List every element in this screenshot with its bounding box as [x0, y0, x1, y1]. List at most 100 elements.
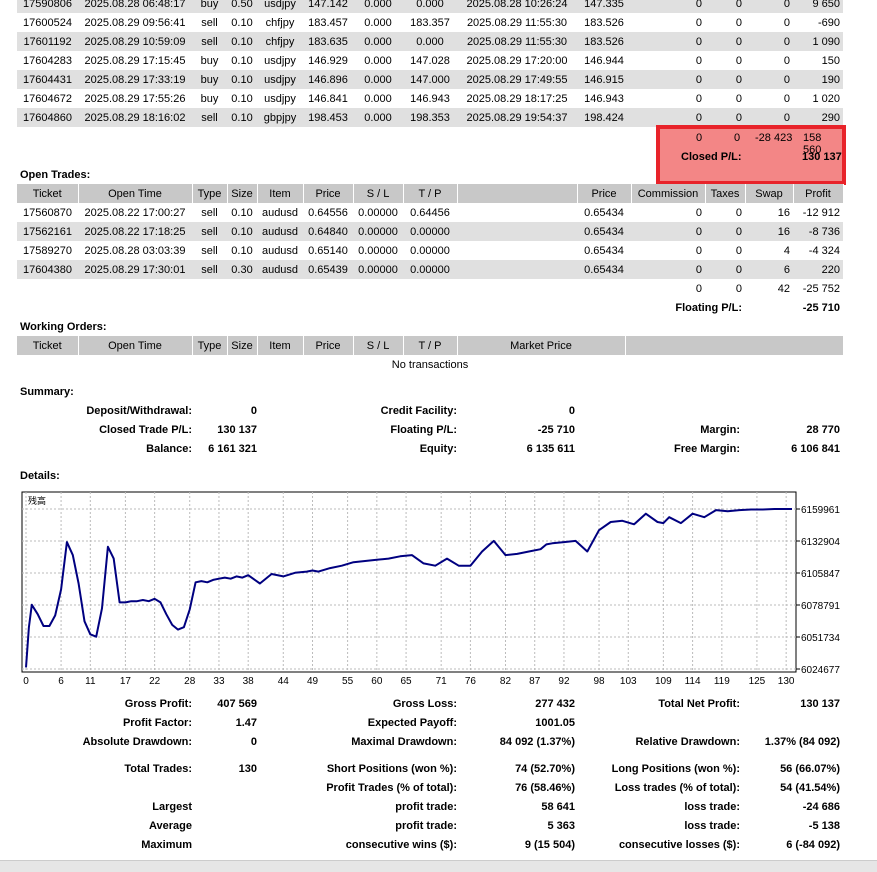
short-positions-label: Short Positions (won %):	[326, 762, 457, 775]
horizontal-scrollbar[interactable]	[0, 860, 877, 872]
cell-close-price: 146.944	[584, 54, 624, 67]
cell-swap: 16	[745, 222, 793, 241]
column-header[interactable]: Market Price	[457, 336, 626, 355]
cell-type: sell	[192, 260, 227, 279]
column-header[interactable]: Commission	[631, 184, 706, 203]
cell-close-price: 183.526	[577, 32, 631, 51]
cell-tp: 146.943	[410, 92, 450, 105]
equity-value: 6 135 611	[526, 442, 575, 455]
net-profit-label: Total Net Profit:	[658, 697, 740, 710]
column-header[interactable]: Ticket	[17, 336, 79, 355]
column-header[interactable]: Profit	[793, 184, 844, 203]
column-header[interactable]: Price	[303, 184, 354, 203]
cell-tp: 183.357	[410, 16, 450, 29]
cell-close-time: 2025.08.29 17:49:55	[457, 70, 577, 89]
relative-drawdown-label: Relative Drawdown:	[635, 735, 740, 748]
column-header[interactable]: Price	[303, 336, 354, 355]
cell-price: 0.65140	[308, 244, 348, 257]
cell-swap: 16	[777, 206, 790, 219]
cell-size: 0.10	[227, 32, 257, 51]
margin-label: Margin:	[700, 423, 740, 436]
cell-taxes: 0	[705, 108, 745, 127]
closed-trades-table: 17590806 2025.08.28 06:48:17 buy 0.50 usdjpy…	[17, 0, 843, 146]
open-total-profit: -25 752	[802, 282, 840, 295]
cell-tp: 147.000	[403, 70, 457, 89]
column-header[interactable]	[625, 336, 844, 355]
column-header[interactable]: Type	[192, 184, 228, 203]
x-tick-label: 11	[85, 676, 96, 687]
cell-close-time: 2025.08.28 10:26:24	[457, 0, 577, 13]
cell-ticket: 17604431	[17, 70, 78, 89]
equity-label: Equity:	[419, 442, 457, 455]
cell-tp: 0.00000	[403, 222, 457, 241]
column-header[interactable]: Type	[192, 336, 228, 355]
column-header[interactable]: T / P	[403, 336, 458, 355]
column-header[interactable]	[457, 184, 578, 203]
column-header[interactable]: Open Time	[78, 336, 193, 355]
column-header[interactable]: Item	[257, 184, 304, 203]
column-header[interactable]: Taxes	[705, 184, 746, 203]
cell-close-price: 183.526	[584, 16, 624, 29]
table-row: 17590806 2025.08.28 06:48:17 buy 0.50 usdjpy…	[17, 0, 843, 13]
open-total-commission: 0	[695, 282, 702, 295]
cell-ticket: 17604860	[17, 108, 78, 127]
floating-pl-value: -25 710	[537, 423, 575, 436]
cell-swap: 0	[783, 92, 790, 105]
cell-open-time: 2025.08.29 18:16:02	[78, 108, 192, 127]
maximal-drawdown-value: 84 092 (1.37%)	[499, 735, 575, 748]
absolute-drawdown-value: 0	[250, 735, 257, 748]
absolute-drawdown-label: Absolute Drawdown:	[82, 735, 192, 748]
cell-sl: 0.000	[364, 16, 392, 29]
cell-current-price: 0.65434	[584, 244, 624, 257]
cell-item: audusd	[261, 206, 299, 219]
column-header[interactable]: Size	[227, 184, 258, 203]
cell-ticket: 17590806	[17, 0, 78, 13]
table-row: 17604672 2025.08.29 17:55:26 buy 0.10 usdjpy…	[17, 89, 843, 108]
cell-sl: 0.000	[364, 54, 392, 67]
summary-table: Deposit/Withdrawal: 0 Credit Facility: 0…	[17, 401, 843, 458]
expected-payoff-label: Expected Payoff:	[367, 716, 457, 729]
cell-price: 147.142	[303, 0, 353, 13]
column-header[interactable]: S / L	[353, 184, 404, 203]
column-header[interactable]: Ticket	[17, 184, 79, 203]
balance-chart: 0 6 11 17 22 28 33 38 44 49 55 60 65 71 76 82 87 92 98 103 1…	[21, 491, 840, 687]
y-tick-label: 6105847	[801, 569, 840, 580]
cell-swap: 0	[745, 108, 793, 127]
cell-type: sell	[192, 108, 227, 127]
column-header[interactable]: Open Time	[78, 184, 193, 203]
cell-price: 198.453	[303, 108, 353, 127]
column-header[interactable]: Size	[227, 336, 258, 355]
cell-price: 0.65439	[303, 260, 353, 279]
profit-trades-value: 76 (58.46%)	[515, 781, 575, 794]
cell-profit: 1 090	[793, 32, 843, 51]
table-row: 17601192 2025.08.29 10:59:09 sell 0.10 chfjp…	[17, 32, 843, 51]
cell-tp: 0.00000	[403, 260, 457, 279]
cell-tp: 147.028	[410, 54, 450, 67]
x-tick-label: 6	[58, 676, 64, 687]
cell-sl: 0.00000	[353, 260, 403, 279]
column-header[interactable]: Swap	[745, 184, 794, 203]
cell-tp: 0.000	[403, 0, 457, 13]
cell-type: sell	[192, 32, 227, 51]
open-total-swap: 42	[777, 282, 790, 295]
cell-commission: 0	[631, 70, 705, 89]
column-header[interactable]: T / P	[403, 184, 458, 203]
cell-blank	[457, 260, 577, 279]
expected-payoff-value: 1001.05	[535, 716, 575, 729]
x-tick-label: 125	[749, 676, 766, 687]
x-tick-label: 82	[500, 676, 512, 687]
open-trades-title: Open Trades:	[20, 169, 91, 181]
x-tick-label: 33	[213, 676, 225, 687]
cell-close-time: 2025.08.29 17:20:00	[466, 54, 568, 67]
cell-type: sell	[201, 16, 218, 29]
cell-open-time: 2025.08.28 06:48:17	[78, 0, 192, 13]
table-row: 17604283 2025.08.29 17:15:45 buy 0.10 usdjpy…	[17, 51, 843, 70]
x-tick-label: 76	[465, 676, 477, 687]
cell-close-time: 2025.08.29 11:55:30	[457, 32, 577, 51]
no-transactions-text: No transactions	[391, 358, 469, 371]
column-header[interactable]: Item	[257, 336, 304, 355]
column-header[interactable]: S / L	[353, 336, 404, 355]
deposit-value: 0	[250, 404, 257, 417]
column-header[interactable]: Price	[577, 184, 632, 203]
cell-taxes: 0	[735, 206, 742, 219]
